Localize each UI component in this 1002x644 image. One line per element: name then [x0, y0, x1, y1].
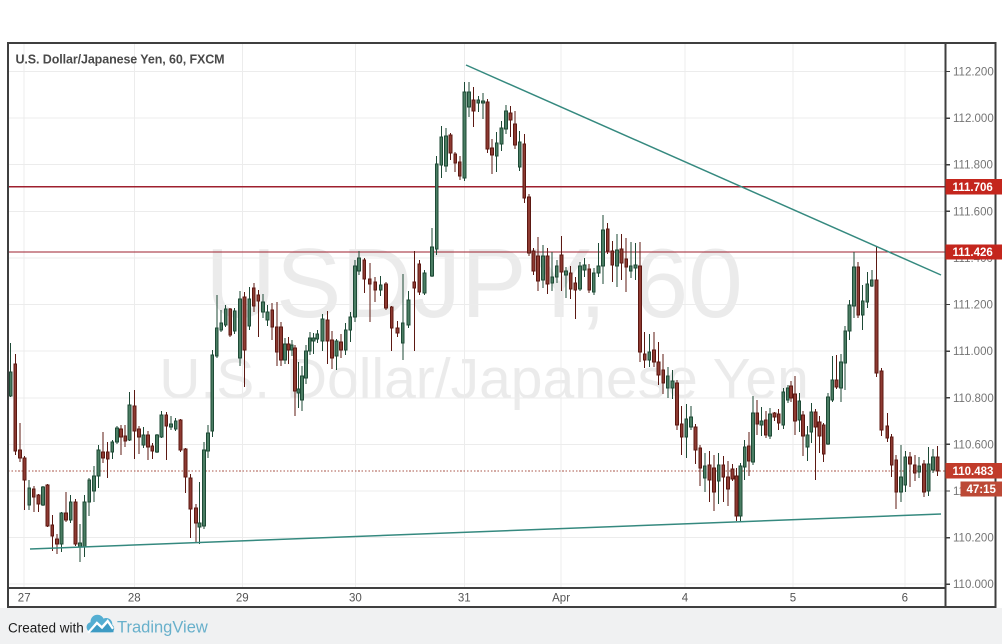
svg-text:111.200: 111.200: [953, 300, 993, 312]
svg-text:110.000: 110.000: [953, 579, 994, 591]
svg-text:111.706: 111.706: [953, 182, 993, 194]
svg-text:U.S. Dollar/Japanese Yen, 60,: U.S. Dollar/Japanese Yen, 60, FXCM: [16, 53, 225, 67]
svg-text:111.426: 111.426: [953, 247, 993, 259]
svg-text:U.S. Dollar/Japanese Yen: U.S. Dollar/Japanese Yen: [159, 347, 809, 411]
svg-text:110.600: 110.600: [953, 439, 994, 451]
svg-text:4: 4: [682, 593, 689, 605]
svg-text:31: 31: [458, 593, 471, 605]
svg-text:111.000: 111.000: [953, 346, 993, 358]
svg-text:Created with: Created with: [8, 621, 84, 636]
svg-text:111.600: 111.600: [953, 206, 993, 218]
svg-text:5: 5: [790, 593, 796, 605]
svg-text:Apr: Apr: [552, 593, 570, 605]
svg-text:TradingView: TradingView: [117, 619, 208, 637]
svg-text:30: 30: [349, 593, 362, 605]
svg-text:28: 28: [128, 593, 141, 605]
svg-text:110.200: 110.200: [953, 533, 994, 545]
svg-text:111.800: 111.800: [953, 160, 993, 172]
svg-text:29: 29: [236, 593, 249, 605]
svg-text:27: 27: [18, 593, 31, 605]
svg-text:USDJPY, 60: USDJPY, 60: [205, 228, 742, 338]
svg-text:6: 6: [902, 593, 908, 605]
svg-text:110.483: 110.483: [953, 466, 994, 478]
svg-text:112.200: 112.200: [953, 67, 994, 79]
svg-text:112.000: 112.000: [953, 113, 994, 125]
svg-text:110.800: 110.800: [953, 393, 994, 405]
svg-text:47:15: 47:15: [967, 484, 997, 496]
